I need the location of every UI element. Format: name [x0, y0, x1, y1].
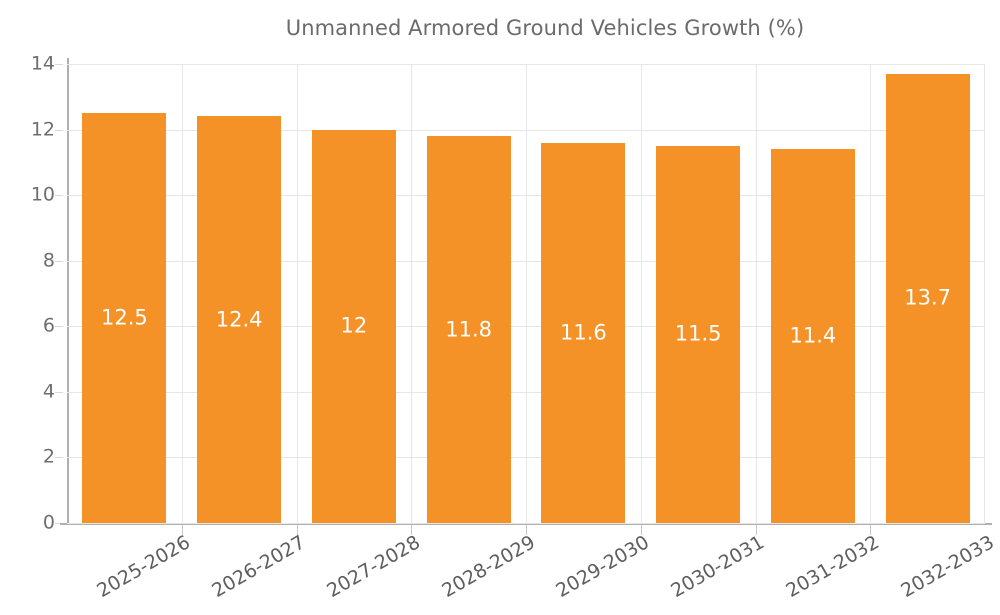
bar-value-label: 12	[340, 313, 368, 338]
y-axis-tick-mark	[55, 195, 63, 197]
x-axis-tick-label: 2028-2029	[437, 531, 539, 603]
gridline-vertical	[984, 64, 985, 523]
y-axis-tick-label: 6	[42, 314, 55, 337]
y-axis-tick-label: 2	[42, 445, 55, 468]
y-axis-tick-label: 10	[30, 183, 55, 206]
gridline-vertical	[526, 64, 527, 523]
y-axis-tick-label: 8	[42, 249, 55, 272]
y-axis-tick-mark	[55, 457, 63, 459]
x-axis-tick-label: 2027-2028	[323, 531, 424, 603]
bar[interactable]	[82, 113, 167, 523]
gridline-vertical	[411, 64, 413, 523]
x-axis-tick-mark	[411, 525, 413, 535]
y-axis-tick-mark	[55, 129, 63, 131]
bar[interactable]	[541, 142, 626, 523]
y-axis-line	[67, 58, 69, 525]
x-axis-tick-label: 2030-2031	[667, 531, 769, 603]
gridline-horizontal	[67, 523, 985, 524]
bar[interactable]	[311, 129, 396, 523]
y-axis-tick-mark	[55, 260, 63, 262]
y-axis-tick-mark	[55, 523, 63, 524]
gridline-vertical	[296, 64, 298, 523]
legend-label: Unmanned Armored Ground Vehicles Growth …	[285, 16, 805, 40]
x-axis-tick-label: 2025-2026	[93, 531, 195, 603]
legend-item-unmanned-armored-ground-vehicles-growth[interactable]: Unmanned Armored Ground Vehicles Growth …	[196, 16, 805, 40]
bar-value-label: 12.4	[215, 307, 263, 332]
bar-value-label: 11.4	[789, 323, 837, 348]
bar-chart: Unmanned Armored Ground Vehicles Growth …	[0, 0, 1000, 602]
bar-value-label: 11.8	[445, 317, 493, 342]
plot-area: 12.5 12.4 12 11.8 11.6 11.5 11.4 13.7	[67, 64, 985, 524]
y-axis-tick-mark	[55, 391, 63, 393]
y-axis-tick-label: 12	[30, 118, 55, 141]
y-axis-tick-label: 0	[42, 511, 55, 534]
bar-value-label: 12.5	[100, 305, 148, 330]
y-axis-tick-mark	[55, 64, 63, 65]
x-axis-tick-mark	[755, 525, 757, 535]
x-axis-tick-label: 2026-2027	[208, 531, 310, 603]
gridline-vertical	[755, 64, 757, 523]
gridline-vertical	[640, 64, 642, 523]
bar-value-label: 13.7	[904, 285, 952, 310]
gridline-vertical	[181, 64, 183, 523]
legend-color-swatch-icon	[196, 17, 266, 39]
bar[interactable]	[885, 73, 970, 523]
y-axis: 0 2 4 6 8 10 12 14	[0, 0, 63, 600]
x-axis-tick-mark	[296, 525, 298, 535]
bar[interactable]	[426, 136, 511, 523]
bar-value-label: 11.5	[674, 321, 722, 346]
bar[interactable]	[770, 149, 855, 523]
x-axis-tick-mark	[640, 525, 642, 535]
x-axis-tick-mark	[181, 525, 183, 535]
x-axis-tick-label: 2029-2030	[552, 531, 654, 603]
y-axis-tick-label: 14	[30, 52, 55, 75]
x-axis-tick-label: 2031-2032	[782, 531, 883, 603]
bar[interactable]	[197, 116, 282, 523]
y-axis-tick-mark	[55, 326, 63, 328]
x-axis-line	[60, 523, 992, 525]
chart-legend: Unmanned Armored Ground Vehicles Growth …	[0, 0, 1000, 56]
x-axis-tick-label: 2032-2033	[896, 531, 998, 603]
x-axis-tick-mark	[870, 525, 872, 535]
y-axis-tick-label: 4	[42, 380, 55, 403]
bar-value-label: 11.6	[559, 320, 607, 345]
gridline-vertical	[870, 64, 872, 523]
bar[interactable]	[656, 145, 741, 523]
x-axis-tick-mark	[526, 525, 527, 535]
